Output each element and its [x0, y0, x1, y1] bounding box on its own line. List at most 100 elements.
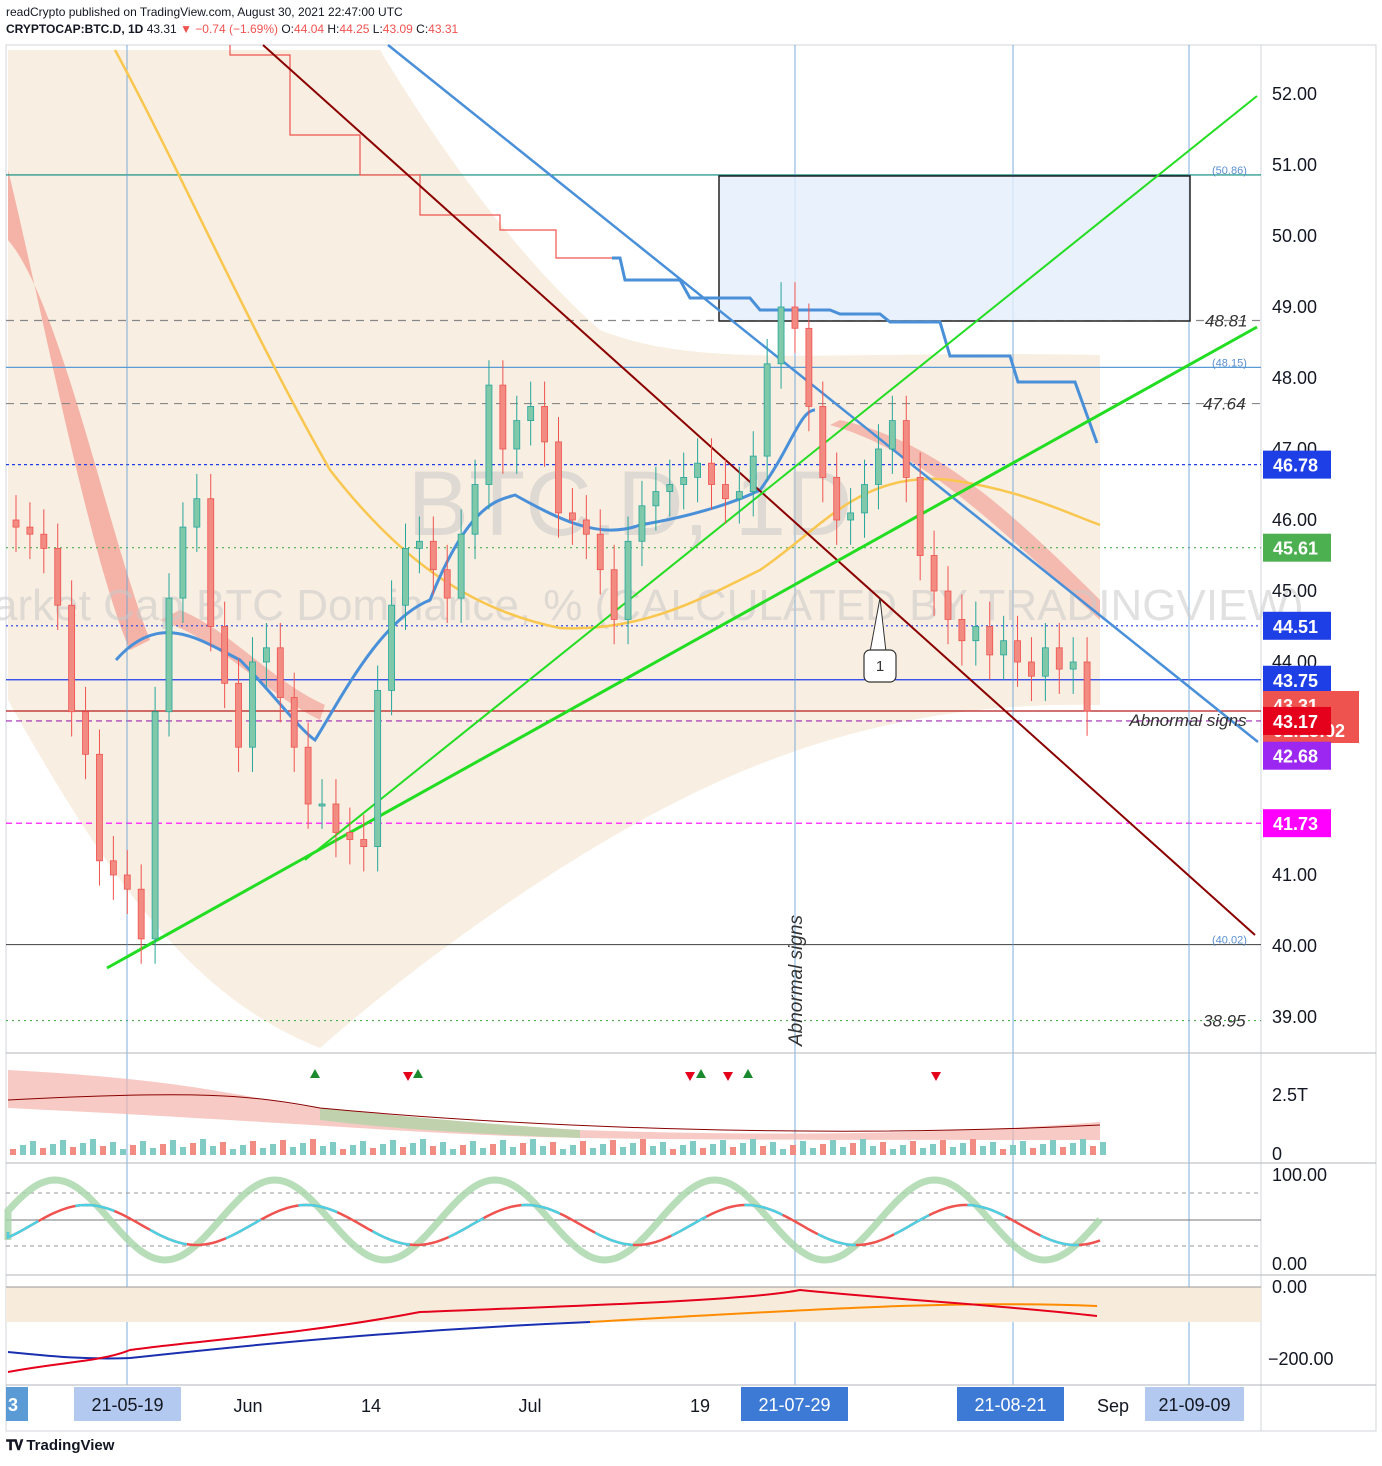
candle[interactable]: [791, 282, 799, 354]
candle[interactable]: [26, 502, 34, 560]
candle[interactable]: [471, 459, 479, 560]
candle[interactable]: [96, 729, 103, 886]
candle[interactable]: [875, 424, 882, 510]
candle[interactable]: [151, 686, 159, 964]
candle[interactable]: [555, 417, 562, 538]
candle[interactable]: [1041, 622, 1049, 702]
candle[interactable]: [1028, 637, 1035, 702]
candle[interactable]: [249, 637, 256, 773]
volume-bar: [130, 1145, 136, 1155]
candle[interactable]: [541, 381, 548, 467]
candle[interactable]: [388, 580, 395, 716]
candle[interactable]: [276, 622, 284, 723]
candle[interactable]: [332, 779, 340, 858]
candle[interactable]: [1069, 637, 1077, 694]
candle[interactable]: [318, 779, 326, 829]
candle[interactable]: [847, 488, 855, 545]
candle[interactable]: [652, 466, 660, 531]
lower-slow-line-blue: [7, 1321, 591, 1360]
candle[interactable]: [262, 622, 270, 687]
candle[interactable]: [290, 672, 298, 773]
candle[interactable]: [374, 665, 382, 872]
candle[interactable]: [735, 466, 743, 524]
candle[interactable]: [610, 544, 618, 645]
candle[interactable]: [916, 452, 924, 581]
volume-pane[interactable]: 2.5T 0: [7, 1069, 1308, 1164]
candle[interactable]: [443, 544, 451, 623]
volume-bar: [760, 1146, 766, 1155]
candle[interactable]: [569, 488, 576, 545]
candle[interactable]: [165, 573, 173, 737]
candle[interactable]: [638, 480, 646, 567]
candle[interactable]: [137, 864, 145, 964]
volume-bar: [560, 1149, 566, 1155]
candle[interactable]: [207, 473, 215, 652]
candle[interactable]: [861, 459, 868, 538]
candle[interactable]: [193, 473, 201, 552]
resistance-zone[interactable]: [718, 175, 1191, 322]
candle[interactable]: [986, 601, 994, 680]
candle[interactable]: [415, 516, 423, 574]
candle[interactable]: [1000, 615, 1008, 680]
candle[interactable]: [360, 814, 368, 872]
candle[interactable]: [1055, 622, 1063, 694]
candle[interactable]: [304, 722, 312, 829]
candle[interactable]: [68, 580, 76, 737]
candle[interactable]: [513, 395, 521, 474]
candle[interactable]: [694, 438, 702, 503]
candle[interactable]: [485, 360, 493, 510]
watermark-symbol: BTC.D, 1D: [408, 453, 853, 555]
candle[interactable]: [902, 395, 910, 503]
candle[interactable]: [596, 509, 604, 595]
candle[interactable]: [749, 431, 757, 517]
candle[interactable]: [930, 530, 938, 616]
candle[interactable]: [777, 282, 785, 389]
candle[interactable]: [972, 601, 980, 666]
volume-bar: [580, 1141, 586, 1155]
candle[interactable]: [833, 452, 841, 545]
candle[interactable]: [54, 523, 62, 631]
price-axis[interactable]: 52.0051.0050.0049.0048.0047.0046.0045.00…: [1263, 84, 1359, 1027]
candle[interactable]: [221, 601, 229, 709]
main-price-pane[interactable]: (50.86) 48.81 (48.15) 47.64 (40.02) 38.95 BTC.…: [0, 44, 1376, 1386]
candle[interactable]: [582, 495, 590, 560]
candle[interactable]: [235, 658, 242, 773]
candle[interactable]: [944, 566, 952, 645]
osc-tick-label: 0.00: [1272, 1254, 1307, 1274]
candle[interactable]: [527, 381, 535, 446]
candle[interactable]: [1014, 615, 1021, 687]
candle[interactable]: [1083, 637, 1091, 736]
ascending-trendline-lower[interactable]: [106, 325, 1258, 970]
candle[interactable]: [82, 686, 89, 780]
candle[interactable]: [819, 381, 827, 503]
candle[interactable]: [499, 360, 507, 474]
candle[interactable]: [708, 438, 715, 510]
candle[interactable]: [40, 509, 48, 574]
candle[interactable]: [346, 807, 354, 865]
candle[interactable]: [624, 516, 632, 645]
lower-indicator-pane[interactable]: 0.00 −200.00: [6, 1277, 1334, 1373]
candle[interactable]: [123, 850, 131, 915]
candle[interactable]: [457, 509, 465, 623]
candle[interactable]: [109, 835, 117, 900]
candle[interactable]: [722, 459, 729, 524]
candle-body: [1055, 647, 1063, 670]
candle[interactable]: [12, 495, 20, 552]
candle[interactable]: [680, 452, 688, 510]
oscillator-pane[interactable]: 100.00 0.00: [4, 1165, 1327, 1274]
callout-box[interactable]: [863, 649, 897, 683]
candle[interactable]: [179, 502, 187, 623]
candle[interactable]: [958, 594, 966, 666]
time-axis[interactable]: 3 21-05-19 21-07-29 21-08-21 21-09-09 Jun 14 Ju…: [6, 1387, 1244, 1421]
candle[interactable]: [429, 516, 437, 595]
candle[interactable]: [666, 459, 674, 517]
ascending-trendline-upper[interactable]: [304, 95, 1258, 861]
descending-trendline-red[interactable]: [262, 44, 1256, 936]
candle[interactable]: [805, 303, 813, 432]
candle[interactable]: [763, 338, 771, 481]
volume-bar: [930, 1144, 936, 1155]
candle[interactable]: [402, 523, 409, 631]
candle[interactable]: [888, 395, 896, 474]
volume-bar: [1090, 1146, 1096, 1155]
